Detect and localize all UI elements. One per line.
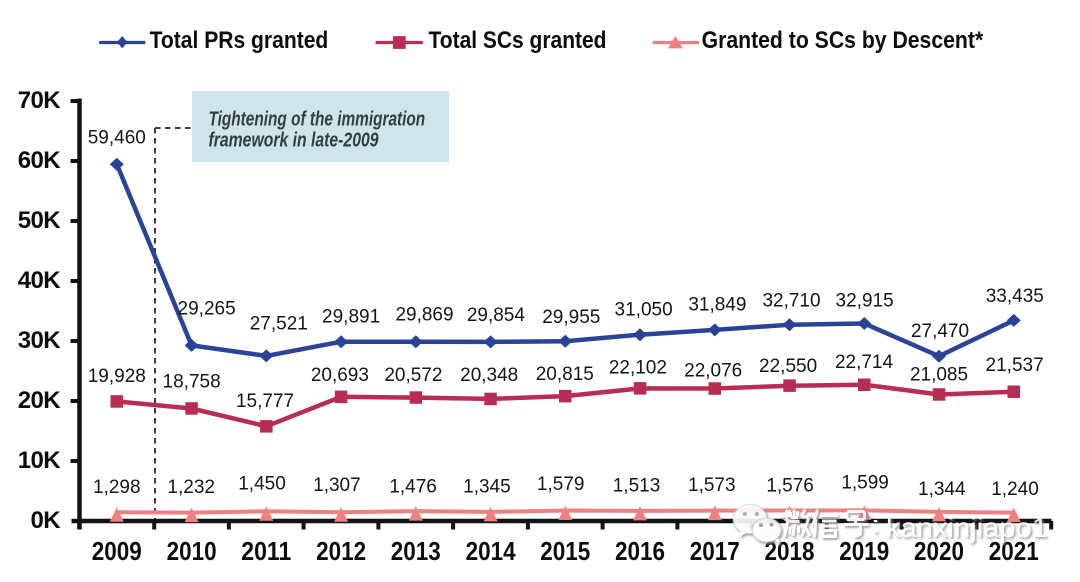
svg-text:1,232: 1,232 [167, 477, 215, 498]
svg-text:1,344: 1,344 [918, 479, 966, 500]
svg-text:2017: 2017 [690, 538, 740, 566]
svg-text:59,460: 59,460 [88, 127, 146, 148]
svg-text:Granted to SCs by Descent*: Granted to SCs by Descent* [702, 27, 984, 54]
svg-text:32,710: 32,710 [762, 290, 820, 311]
svg-text:10K: 10K [18, 447, 61, 474]
svg-text:2010: 2010 [167, 538, 217, 566]
svg-text:1,513: 1,513 [613, 476, 661, 497]
svg-text:1,298: 1,298 [93, 477, 141, 498]
svg-text:22,102: 22,102 [609, 357, 667, 378]
svg-text:21,537: 21,537 [986, 355, 1044, 376]
svg-text:22,714: 22,714 [835, 352, 894, 373]
svg-text:2015: 2015 [540, 538, 590, 566]
svg-text:1,450: 1,450 [238, 473, 286, 494]
svg-text:0K: 0K [31, 507, 62, 534]
svg-text:27,470: 27,470 [911, 321, 969, 342]
svg-text:27,521: 27,521 [250, 314, 308, 335]
svg-text:20K: 20K [18, 387, 61, 414]
svg-text:20,572: 20,572 [384, 365, 442, 386]
svg-text:29,869: 29,869 [395, 304, 453, 325]
svg-text:Total SCs granted: Total SCs granted [429, 27, 607, 54]
svg-text:29,955: 29,955 [542, 307, 600, 328]
svg-text:1,576: 1,576 [766, 476, 814, 497]
svg-text:1,345: 1,345 [463, 476, 511, 497]
svg-text:2020: 2020 [914, 538, 964, 566]
svg-text:18,758: 18,758 [163, 371, 221, 392]
svg-text:20,815: 20,815 [536, 364, 594, 385]
svg-text:1,573: 1,573 [688, 475, 736, 496]
svg-text:19,928: 19,928 [88, 366, 146, 387]
svg-text:kanxinjiapo1: kanxinjiapo1 [886, 512, 1048, 543]
svg-text:1,579: 1,579 [537, 474, 585, 495]
svg-text:22,076: 22,076 [684, 360, 742, 381]
svg-text:20,693: 20,693 [311, 365, 369, 386]
svg-text:1,476: 1,476 [389, 476, 437, 497]
svg-text:30K: 30K [18, 327, 61, 354]
svg-text:1,307: 1,307 [313, 475, 361, 496]
svg-text:2009: 2009 [92, 538, 142, 566]
svg-text:21,085: 21,085 [910, 364, 968, 385]
svg-text:32,915: 32,915 [836, 290, 894, 311]
svg-text:2012: 2012 [316, 538, 366, 566]
svg-text:31,050: 31,050 [615, 299, 673, 320]
svg-text:29,265: 29,265 [178, 299, 236, 320]
svg-text:2018: 2018 [765, 538, 815, 566]
svg-text:2014: 2014 [466, 538, 517, 566]
svg-text:60K: 60K [18, 147, 61, 174]
svg-text:20,348: 20,348 [460, 365, 518, 386]
svg-text:50K: 50K [18, 207, 61, 234]
svg-text:1,240: 1,240 [991, 479, 1039, 500]
svg-text:2021: 2021 [989, 538, 1039, 566]
svg-text:70K: 70K [18, 87, 61, 114]
svg-text:29,854: 29,854 [467, 305, 526, 326]
svg-text:2019: 2019 [839, 538, 889, 566]
svg-text:Tightening of the immigration: Tightening of the immigration [209, 108, 426, 130]
svg-text:1,599: 1,599 [841, 473, 889, 494]
svg-text:framework in late-2009: framework in late-2009 [209, 129, 380, 151]
svg-text:2016: 2016 [615, 538, 665, 566]
svg-text:33,435: 33,435 [986, 286, 1044, 307]
svg-text:22,550: 22,550 [759, 356, 817, 377]
svg-text:15,777: 15,777 [236, 391, 294, 412]
svg-text:29,891: 29,891 [322, 307, 380, 328]
svg-text:31,849: 31,849 [688, 294, 746, 315]
svg-text:2011: 2011 [241, 538, 291, 566]
svg-text:2013: 2013 [391, 538, 441, 566]
svg-text:40K: 40K [18, 267, 61, 294]
svg-text:Total PRs granted: Total PRs granted [150, 27, 329, 54]
